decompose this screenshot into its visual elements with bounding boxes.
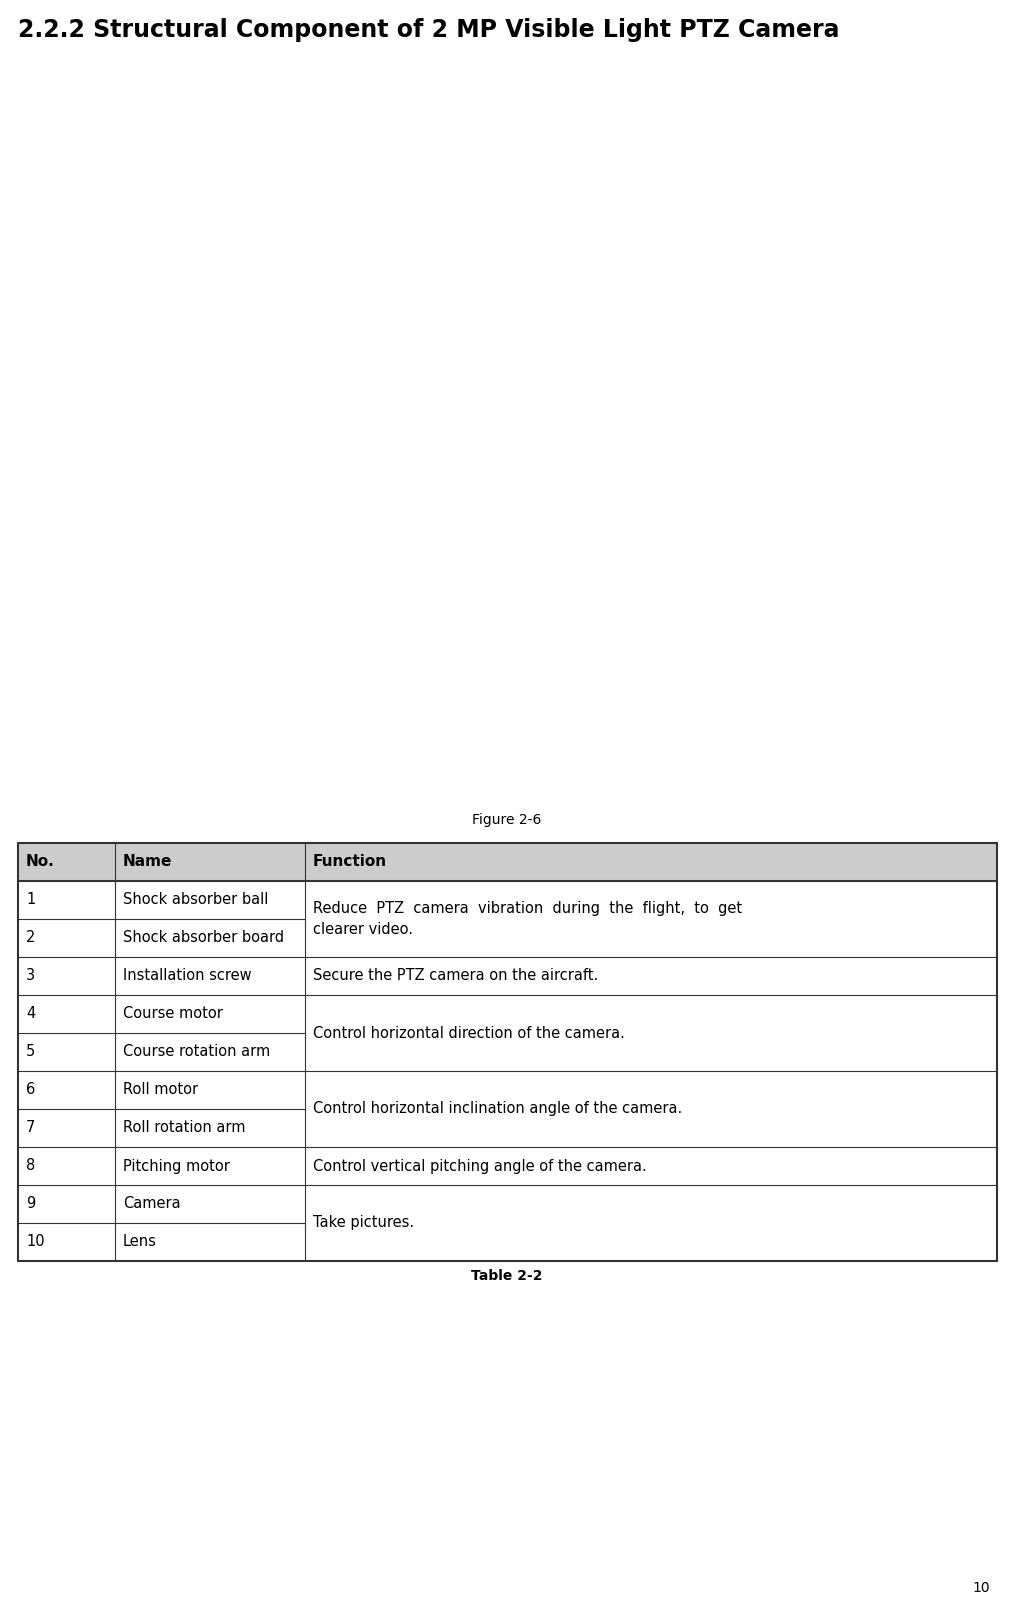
Text: Reduce  PTZ  camera  vibration  during  the  flight,  to  get
clearer video.: Reduce PTZ camera vibration during the f… — [313, 902, 742, 937]
Text: Control horizontal inclination angle of the camera.: Control horizontal inclination angle of … — [313, 1102, 682, 1116]
Text: Control horizontal direction of the camera.: Control horizontal direction of the came… — [313, 1026, 625, 1040]
Bar — [18, 1223, 997, 1261]
Text: 1: 1 — [26, 892, 36, 908]
Text: 6: 6 — [26, 1082, 36, 1097]
Text: Camera: Camera — [123, 1197, 181, 1211]
Text: 2: 2 — [26, 931, 36, 945]
Text: 2.2.2 Structural Component of 2 MP Visible Light PTZ Camera: 2.2.2 Structural Component of 2 MP Visib… — [18, 18, 839, 42]
Text: Shock absorber ball: Shock absorber ball — [123, 892, 268, 908]
Bar — [18, 1186, 997, 1223]
Text: 7: 7 — [26, 1121, 36, 1136]
Text: 4: 4 — [26, 1007, 36, 1021]
Bar — [18, 1032, 997, 1071]
Text: Shock absorber board: Shock absorber board — [123, 931, 284, 945]
Bar — [18, 995, 997, 1032]
Text: Table 2-2: Table 2-2 — [471, 1269, 543, 1282]
Text: Course rotation arm: Course rotation arm — [123, 1045, 270, 1060]
Text: 10: 10 — [26, 1234, 45, 1250]
Bar — [18, 1110, 997, 1147]
Text: 3: 3 — [26, 968, 36, 984]
Text: Function: Function — [313, 855, 387, 869]
Text: Control vertical pitching angle of the camera.: Control vertical pitching angle of the c… — [313, 1158, 647, 1174]
Bar — [18, 1147, 997, 1186]
Text: Course motor: Course motor — [123, 1007, 223, 1021]
Bar — [18, 844, 997, 881]
Text: 5: 5 — [26, 1045, 36, 1060]
Text: Roll motor: Roll motor — [123, 1082, 198, 1097]
Text: 10: 10 — [972, 1581, 990, 1595]
Text: Lens: Lens — [123, 1234, 157, 1250]
Text: Roll rotation arm: Roll rotation arm — [123, 1121, 246, 1136]
Text: Figure 2-6: Figure 2-6 — [472, 813, 542, 827]
Bar — [0, 32, 1015, 794]
Text: Take pictures.: Take pictures. — [313, 1216, 414, 1231]
Bar — [18, 844, 997, 1261]
Text: Installation screw: Installation screw — [123, 968, 252, 984]
Text: Name: Name — [123, 855, 173, 869]
Bar — [18, 919, 997, 957]
Bar — [18, 881, 997, 919]
Text: Pitching motor: Pitching motor — [123, 1158, 229, 1174]
Text: Secure the PTZ camera on the aircraft.: Secure the PTZ camera on the aircraft. — [313, 968, 598, 984]
Text: 8: 8 — [26, 1158, 36, 1174]
Text: 9: 9 — [26, 1197, 36, 1211]
Text: No.: No. — [26, 855, 55, 869]
Bar — [18, 957, 997, 995]
Bar — [18, 1071, 997, 1110]
